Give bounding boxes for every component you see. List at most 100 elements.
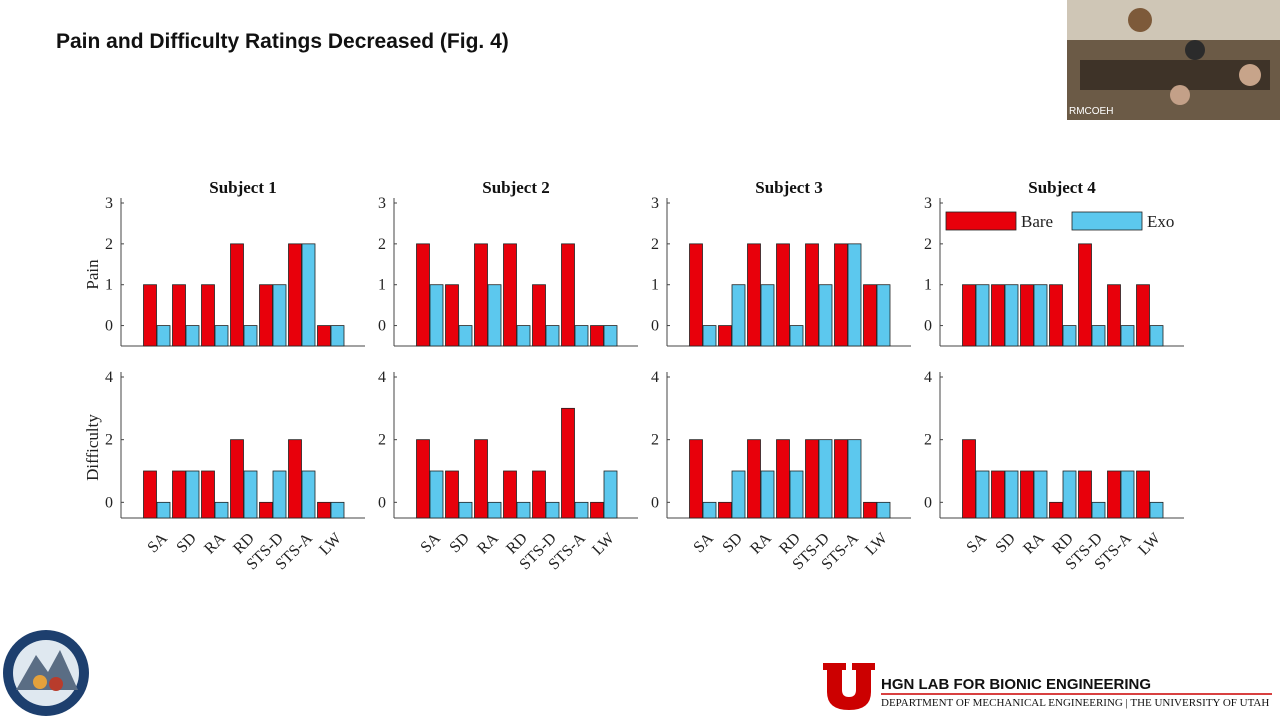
bar (1120, 470, 1135, 519)
bar (975, 284, 990, 347)
y-tick-label: 0 (105, 318, 113, 335)
bar (532, 284, 546, 347)
bar (458, 325, 473, 347)
bar (214, 325, 229, 347)
y-tick-label: 2 (378, 236, 386, 253)
bar (603, 325, 618, 347)
x-tick-label: RA (747, 530, 775, 558)
bar (1078, 243, 1092, 347)
bar (1149, 501, 1164, 519)
bar (243, 470, 258, 519)
bar (1033, 470, 1048, 519)
bar (975, 470, 990, 519)
y-tick-label: 0 (378, 494, 386, 511)
bar (747, 439, 761, 519)
bar (1049, 501, 1063, 519)
bar (991, 470, 1005, 519)
logo-figure (33, 675, 47, 689)
bar (330, 325, 345, 347)
chart-title: Subject 3 (755, 178, 823, 197)
logo-mountains (16, 650, 78, 690)
bar (731, 470, 746, 519)
y-tick-label: 1 (378, 277, 386, 294)
bar (516, 325, 531, 347)
bar (1062, 470, 1077, 519)
university-logo: HGN LAB FOR BIONIC ENGINEERING DEPARTMEN… (823, 663, 1272, 710)
bar (1004, 284, 1019, 347)
bar (760, 470, 775, 519)
y-tick-label: 2 (105, 236, 113, 253)
bar (876, 284, 891, 347)
y-tick-label: 0 (924, 494, 932, 511)
webcam-label: RMCOEH (1069, 106, 1113, 117)
bar (863, 284, 877, 347)
bar (574, 501, 589, 519)
x-tick-label: LW (1135, 529, 1164, 558)
bar (503, 470, 517, 519)
department: DEPARTMENT OF MECHANICAL ENGINEERING | T… (881, 697, 1269, 709)
bar (847, 243, 862, 347)
bar (545, 325, 560, 347)
bar (1049, 284, 1063, 347)
bar (272, 470, 287, 519)
legend-swatch (945, 211, 1017, 231)
bar (230, 243, 244, 347)
x-tick-label: LW (316, 529, 345, 558)
bar (259, 284, 273, 347)
y-axis-label: Difficulty (83, 414, 102, 481)
bar (429, 470, 444, 519)
bar (416, 243, 430, 347)
bar (317, 325, 331, 347)
bar (516, 501, 531, 519)
bar (1062, 325, 1077, 347)
legend-label: Bare (1021, 212, 1053, 231)
bar (561, 407, 575, 519)
bar (317, 501, 331, 519)
bar (474, 439, 488, 519)
bar (185, 470, 200, 519)
y-tick-label: 2 (651, 432, 659, 449)
bar (1136, 284, 1150, 347)
bar (1107, 470, 1121, 519)
bar (991, 284, 1005, 347)
bar (143, 284, 157, 347)
bar (876, 501, 891, 519)
bar (1004, 470, 1019, 519)
x-tick-label: SD (719, 530, 745, 556)
webcam-wall (1067, 0, 1280, 40)
bar (487, 501, 502, 519)
x-tick-label: SA (690, 530, 717, 557)
y-tick-label: 0 (651, 318, 659, 335)
webcam-person (1185, 40, 1205, 60)
webcam-person (1239, 64, 1261, 86)
bar (1120, 325, 1135, 347)
x-tick-label: RA (1020, 530, 1048, 558)
bar (1091, 325, 1106, 347)
chart: Subject 4 0 1 2 3 Bare Exo (924, 178, 1184, 347)
webcam: RMCOEH (1067, 0, 1280, 120)
legend-label: Exo (1147, 212, 1174, 231)
bar (288, 243, 302, 347)
bar (156, 501, 171, 519)
bar (1091, 501, 1106, 519)
y-tick-label: 4 (651, 369, 659, 386)
y-tick-label: 3 (378, 195, 386, 212)
bar (185, 325, 200, 347)
chart-title: Subject 4 (1028, 178, 1096, 197)
bar (1107, 284, 1121, 347)
bar (272, 284, 287, 347)
bar (776, 439, 790, 519)
bar (1136, 470, 1150, 519)
bar (962, 284, 976, 347)
logo-figure (49, 677, 63, 691)
bar (603, 470, 618, 519)
x-tick-label: SD (992, 530, 1018, 556)
bar (230, 439, 244, 519)
y-tick-label: 1 (105, 277, 113, 294)
bar (702, 501, 717, 519)
bar (689, 439, 703, 519)
y-tick-label: 1 (924, 277, 932, 294)
chart-title: Subject 1 (209, 178, 277, 197)
